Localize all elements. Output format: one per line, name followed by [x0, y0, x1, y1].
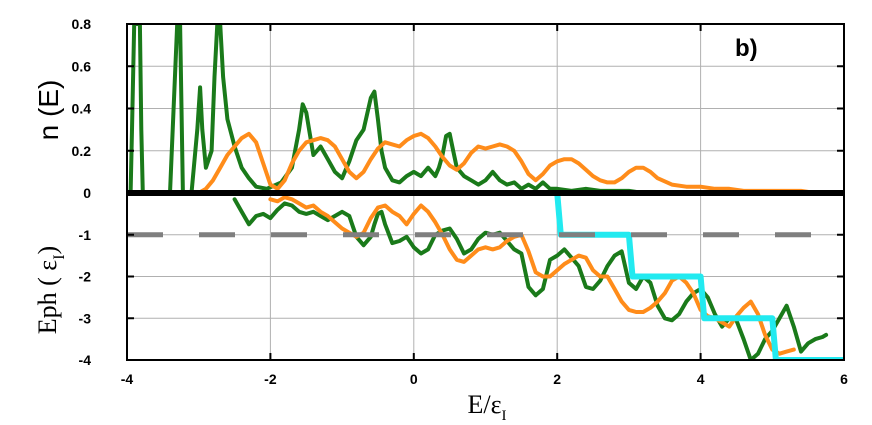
y-tick-label-bottom: -2 — [79, 269, 92, 285]
panel-label: b) — [735, 35, 758, 62]
y-tick-label-bottom: -1 — [79, 227, 92, 243]
x-axis-label-main: E/ε — [467, 390, 501, 419]
plot-frame — [126, 23, 845, 361]
x-tick-label: 6 — [840, 371, 848, 387]
series-line-top-orange — [196, 131, 844, 193]
x-tick-label: 2 — [553, 371, 561, 387]
series-line-top-green — [128, 24, 844, 193]
reference-lines — [127, 190, 844, 238]
series-line-bottom-green — [232, 197, 829, 360]
y-axis-label-bottom-close: ) — [33, 246, 62, 255]
x-tick-label: -2 — [264, 371, 277, 387]
x-axis-label-sub: I — [502, 408, 507, 424]
y-tick-label-bottom: 0 — [83, 185, 91, 201]
y-axis-label-bottom: Eph ( εI) — [33, 246, 68, 334]
x-tick-label: 0 — [410, 371, 418, 387]
tick-labels: -4 -2 0 2 4 6 0.2 0.4 0.6 0.8 0 -1 -2 -3 -4 — [72, 16, 849, 387]
y-axis-label-top: n (E) — [33, 80, 64, 141]
y-axis-label-bottom-sub: I — [51, 254, 68, 259]
x-tick-label: 4 — [697, 371, 705, 387]
y-tick-label-top: 0.6 — [72, 58, 92, 74]
y-tick-label-top: 0.8 — [72, 16, 92, 32]
y-tick-label-bottom: -3 — [79, 310, 92, 326]
y-tick-label-bottom: -4 — [79, 352, 92, 368]
y-axis-label-bottom-main: Eph ( ε — [33, 260, 62, 335]
y-tick-label-top: 0.4 — [72, 101, 92, 117]
x-tick-label: -4 — [121, 371, 134, 387]
y-tick-label-top: 0.2 — [72, 143, 92, 159]
svg-text:Eph ( εI): Eph ( εI) — [33, 246, 68, 334]
x-axis-label: E/εI — [467, 390, 506, 424]
